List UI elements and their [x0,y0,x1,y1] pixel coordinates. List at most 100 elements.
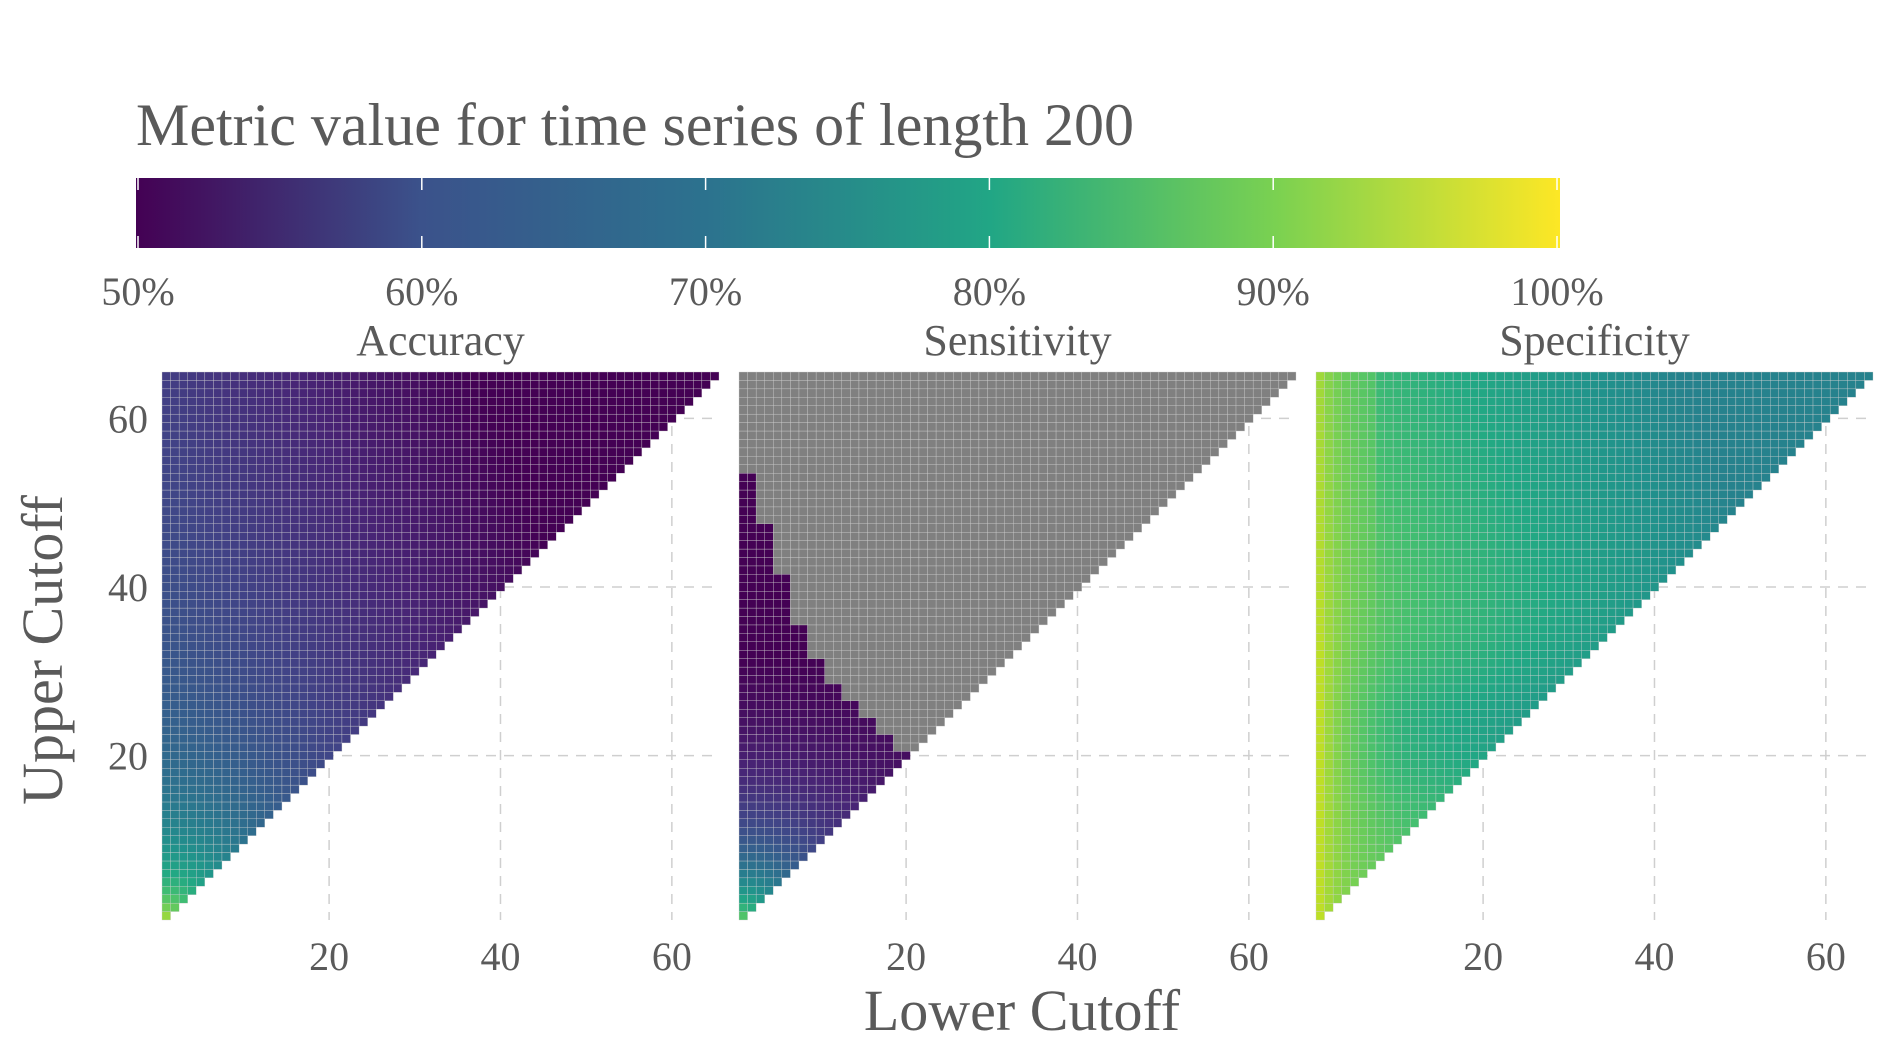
heatmap-cell [393,540,403,550]
heatmap-cell [487,548,497,558]
heatmap-cell [333,371,343,381]
heatmap-cell [1124,380,1134,390]
heatmap-cell [1350,835,1360,845]
heatmap-cell [935,624,945,634]
heatmap-cell [496,422,505,432]
heatmap-cell [1175,447,1185,457]
heatmap-cell [893,515,902,524]
heatmap-cell [418,380,428,390]
heatmap-cell [367,692,377,701]
heatmap-cell [213,388,223,398]
heatmap-cell [496,481,505,491]
heatmap-cell [875,759,885,769]
heatmap-cell [918,624,928,634]
heatmap-cell [213,591,223,600]
heatmap-cell [1341,481,1351,491]
heatmap-cell [230,388,240,398]
heatmap-cell [798,843,808,853]
heatmap-cell [1367,700,1377,710]
heatmap-cell [341,380,351,390]
heatmap-cell [256,666,266,676]
heatmap-cell [641,405,651,415]
heatmap-cell [850,768,860,777]
heatmap-cell [513,371,523,381]
heatmap-cell [221,371,231,381]
heatmap-cell [573,397,583,406]
heatmap-cell [935,591,945,600]
heatmap-cell [1030,439,1040,449]
heatmap-cell [667,380,677,390]
heatmap-cell [161,439,171,449]
heatmap-cell [1358,430,1368,440]
heatmap-cell [281,565,291,575]
heatmap-cell [970,582,980,592]
heatmap-cell [453,464,463,474]
heatmap-cell [564,405,574,415]
heatmap-cell [230,371,240,381]
heatmap-cell [1315,776,1325,786]
heatmap-cell [444,515,454,524]
heatmap-cell [298,388,308,398]
heatmap-cell [273,641,283,651]
heatmap-cell [1315,380,1325,390]
heatmap-cell [1367,498,1377,508]
heatmap-cell [944,481,954,491]
heatmap-cell [1133,447,1142,457]
heatmap-cell [773,472,783,482]
heatmap-cell [824,422,834,432]
heatmap-cell [1324,413,1334,423]
heatmap-cell [833,397,843,406]
heatmap-cell [755,472,765,482]
heatmap-cell [196,532,206,541]
heatmap-cell [1090,447,1100,457]
heatmap-cell [384,624,394,634]
heatmap-cell [935,650,945,659]
heatmap-cell [213,456,223,465]
heatmap-cell [213,557,223,567]
heatmap-cell [875,742,885,752]
heatmap-cell [213,784,223,794]
legend-tick-label: 90% [1237,269,1310,314]
heatmap-cell [807,633,817,642]
heatmap-cell [350,481,360,491]
heatmap-cell [807,683,817,693]
heatmap-cell [410,548,420,558]
heatmap-cell [221,818,231,828]
heatmap-cell [850,599,860,609]
heatmap-cell [918,532,928,541]
heatmap-cell [841,523,851,533]
heatmap-cell [298,768,308,777]
heatmap-cell [1315,869,1325,879]
heatmap-cell [427,599,437,609]
heatmap-cell [1175,472,1185,482]
heatmap-cell [1392,557,1402,567]
heatmap-cell [1030,498,1040,508]
heatmap-cell [824,607,834,617]
heatmap-cell [607,456,617,465]
heatmap-cell [376,472,385,482]
heatmap-cell [1038,506,1048,516]
heatmap-cell [1167,439,1177,449]
heatmap-cell [815,734,825,744]
heatmap-cell [875,557,885,567]
heatmap-cell [256,489,266,499]
heatmap-cell [196,557,206,567]
heatmap-cell [1021,489,1031,499]
heatmap-cell [867,557,877,567]
heatmap-cell [790,532,800,541]
heatmap-cell [1367,380,1377,390]
heatmap-cell [204,810,214,820]
heatmap-cell [504,380,514,390]
heatmap-cell [875,540,885,550]
heatmap-cell [867,565,877,575]
heatmap-cell [538,498,548,508]
heatmap-cell [547,489,557,499]
heatmap-cell [953,380,962,390]
heatmap-cell [1184,380,1194,390]
heatmap-cell [1384,793,1394,803]
heatmap-cell [850,717,860,727]
heatmap-cell [1401,734,1411,744]
heatmap-cell [781,413,791,423]
heatmap-cell [970,464,980,474]
heatmap-cell [187,742,197,752]
